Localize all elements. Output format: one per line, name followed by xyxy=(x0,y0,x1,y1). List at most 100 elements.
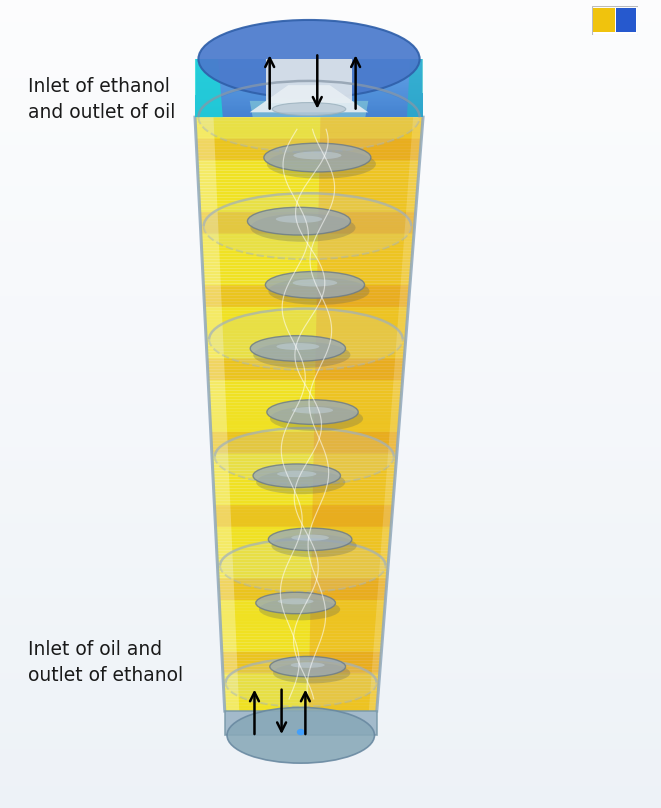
Polygon shape xyxy=(311,551,389,553)
Bar xyxy=(0,571,661,574)
Polygon shape xyxy=(318,230,414,233)
Polygon shape xyxy=(198,188,418,191)
Ellipse shape xyxy=(209,309,403,370)
Bar xyxy=(0,735,661,738)
Polygon shape xyxy=(309,702,377,705)
Polygon shape xyxy=(199,191,417,195)
Polygon shape xyxy=(320,149,420,153)
Polygon shape xyxy=(213,473,395,477)
Polygon shape xyxy=(217,560,389,562)
Polygon shape xyxy=(214,491,394,494)
Bar xyxy=(0,665,661,668)
Polygon shape xyxy=(316,343,405,346)
Bar xyxy=(0,172,661,175)
Polygon shape xyxy=(311,583,387,587)
Polygon shape xyxy=(313,477,395,479)
Polygon shape xyxy=(221,646,382,649)
Bar xyxy=(0,200,661,202)
Ellipse shape xyxy=(272,103,346,116)
Polygon shape xyxy=(315,378,403,381)
Ellipse shape xyxy=(270,406,363,431)
Polygon shape xyxy=(209,390,402,393)
Ellipse shape xyxy=(278,599,313,604)
Bar xyxy=(0,806,661,808)
Bar xyxy=(0,16,661,19)
Bar xyxy=(0,393,661,396)
Bar xyxy=(0,418,661,420)
Polygon shape xyxy=(317,268,411,271)
Polygon shape xyxy=(221,640,382,642)
Polygon shape xyxy=(196,147,421,149)
Polygon shape xyxy=(311,604,385,607)
Bar xyxy=(0,606,661,608)
Bar xyxy=(0,35,661,38)
Polygon shape xyxy=(314,444,397,447)
Polygon shape xyxy=(315,376,403,378)
Bar xyxy=(0,242,661,245)
Polygon shape xyxy=(317,316,408,319)
Bar xyxy=(0,70,661,73)
Polygon shape xyxy=(311,610,385,613)
Ellipse shape xyxy=(220,539,385,592)
Bar xyxy=(0,789,661,792)
Bar xyxy=(0,364,661,366)
Bar xyxy=(0,431,661,434)
Polygon shape xyxy=(320,138,422,141)
Polygon shape xyxy=(317,296,409,298)
Polygon shape xyxy=(196,86,422,87)
Polygon shape xyxy=(215,524,391,527)
Polygon shape xyxy=(315,396,401,399)
Polygon shape xyxy=(214,486,395,488)
Bar xyxy=(0,738,661,741)
Bar xyxy=(0,404,661,406)
Bar xyxy=(0,584,661,587)
Bar xyxy=(0,687,661,689)
Polygon shape xyxy=(314,420,399,423)
Bar xyxy=(0,22,661,24)
Bar xyxy=(0,218,661,221)
Polygon shape xyxy=(204,301,408,305)
Bar xyxy=(0,237,661,240)
Polygon shape xyxy=(216,545,390,548)
Polygon shape xyxy=(321,117,423,120)
Bar xyxy=(0,113,661,116)
Bar xyxy=(0,323,661,326)
Bar xyxy=(0,86,661,89)
Bar xyxy=(0,313,661,315)
Bar xyxy=(0,62,661,65)
Bar xyxy=(0,657,661,660)
Ellipse shape xyxy=(215,428,394,485)
Bar xyxy=(0,582,661,584)
Bar xyxy=(0,469,661,471)
Polygon shape xyxy=(204,307,408,310)
Polygon shape xyxy=(220,616,384,619)
Bar xyxy=(0,525,661,528)
Ellipse shape xyxy=(292,535,329,541)
Bar xyxy=(0,671,661,673)
Polygon shape xyxy=(195,114,423,116)
Polygon shape xyxy=(217,551,389,553)
Polygon shape xyxy=(313,473,395,477)
Bar xyxy=(0,369,661,372)
Bar xyxy=(0,305,661,307)
Polygon shape xyxy=(318,250,412,254)
Polygon shape xyxy=(314,441,398,444)
Polygon shape xyxy=(320,153,420,156)
Polygon shape xyxy=(219,604,385,607)
Polygon shape xyxy=(196,59,422,60)
Polygon shape xyxy=(224,693,378,696)
Polygon shape xyxy=(266,59,352,103)
Bar xyxy=(0,156,661,159)
Polygon shape xyxy=(200,215,415,218)
Polygon shape xyxy=(196,69,422,70)
Polygon shape xyxy=(312,524,391,527)
Bar xyxy=(0,768,661,770)
Bar xyxy=(0,180,661,183)
Polygon shape xyxy=(223,679,379,681)
Bar xyxy=(0,24,661,27)
Bar xyxy=(0,154,661,156)
Polygon shape xyxy=(315,387,402,390)
Polygon shape xyxy=(219,598,385,601)
Bar xyxy=(0,703,661,705)
Ellipse shape xyxy=(292,407,333,414)
